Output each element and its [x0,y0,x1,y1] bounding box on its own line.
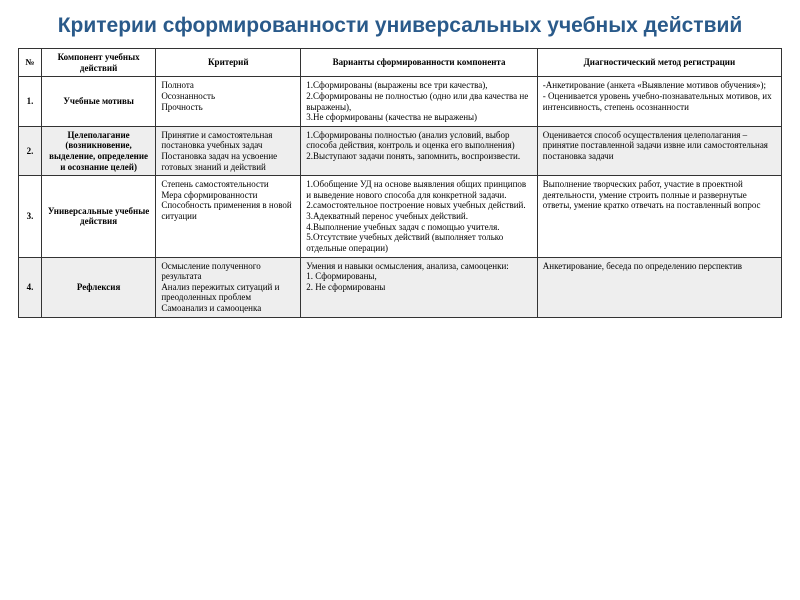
cell-component: Универсальные учебные действия [41,176,155,257]
cell-method: Выполнение творческих работ, участие в п… [537,176,781,257]
cell-method: -Анкетирование (анкета «Выявление мотиво… [537,77,781,126]
cell-criterion: Полнота Осознанность Прочность [156,77,301,126]
table-row: 2. Целеполагание (возникновение, выделен… [19,126,782,175]
col-variants: Варианты сформированности компонента [301,49,538,77]
page-title: Критерии сформированности универсальных … [18,14,782,38]
cell-num: 3. [19,176,42,257]
cell-variants: 1.Обобщение УД на основе выявления общих… [301,176,538,257]
table-row: 3. Универсальные учебные действия Степен… [19,176,782,257]
col-component: Компонент учебных действий [41,49,155,77]
criteria-table: № Компонент учебных действий Критерий Ва… [18,48,782,317]
cell-component: Учебные мотивы [41,77,155,126]
table-row: 1. Учебные мотивы Полнота Осознанность П… [19,77,782,126]
cell-method: Анкетирование, беседа по определению пер… [537,257,781,317]
col-num: № [19,49,42,77]
cell-variants: 1.Сформированы полностью (анализ условий… [301,126,538,175]
col-method: Диагностический метод регистрации [537,49,781,77]
table-row: 4. Рефлексия Осмысление полученного резу… [19,257,782,317]
col-criterion: Критерий [156,49,301,77]
table-header-row: № Компонент учебных действий Критерий Ва… [19,49,782,77]
table-body: 1. Учебные мотивы Полнота Осознанность П… [19,77,782,317]
cell-criterion: Степень самостоятельности Мера сформиров… [156,176,301,257]
slide: Критерии сформированности универсальных … [0,0,800,600]
cell-component: Целеполагание (возникновение, выделение,… [41,126,155,175]
cell-variants: 1.Сформированы (выражены все три качеств… [301,77,538,126]
cell-num: 1. [19,77,42,126]
cell-num: 2. [19,126,42,175]
cell-criterion: Осмысление полученного результата Анализ… [156,257,301,317]
cell-variants: Умения и навыки осмысления, анализа, сам… [301,257,538,317]
cell-component: Рефлексия [41,257,155,317]
cell-criterion: Принятие и самостоятельная постановка уч… [156,126,301,175]
cell-method: Оценивается способ осуществления целепол… [537,126,781,175]
cell-num: 4. [19,257,42,317]
